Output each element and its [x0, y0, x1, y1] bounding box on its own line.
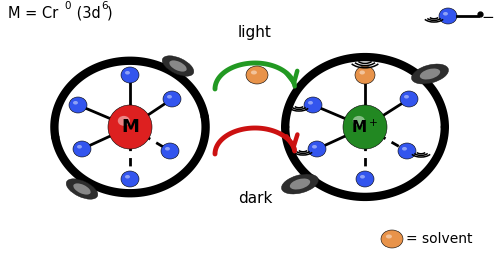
Ellipse shape: [162, 56, 194, 76]
Ellipse shape: [118, 116, 130, 126]
Ellipse shape: [170, 60, 186, 72]
Text: M: M: [121, 118, 139, 136]
Ellipse shape: [108, 105, 152, 149]
Ellipse shape: [443, 12, 448, 16]
Ellipse shape: [69, 97, 87, 113]
Ellipse shape: [420, 69, 440, 80]
Ellipse shape: [308, 141, 326, 157]
Ellipse shape: [125, 175, 130, 178]
Ellipse shape: [290, 178, 310, 190]
Ellipse shape: [360, 175, 365, 178]
Ellipse shape: [282, 174, 319, 194]
Text: M = Cr: M = Cr: [8, 6, 58, 21]
Ellipse shape: [167, 95, 172, 99]
Ellipse shape: [343, 105, 387, 149]
Ellipse shape: [246, 66, 268, 84]
Ellipse shape: [355, 66, 375, 84]
Ellipse shape: [77, 145, 82, 149]
Ellipse shape: [402, 147, 407, 150]
Ellipse shape: [360, 70, 365, 75]
Ellipse shape: [308, 101, 313, 105]
Text: −: −: [481, 10, 494, 25]
Ellipse shape: [121, 171, 139, 187]
Text: ): ): [107, 6, 112, 21]
Ellipse shape: [74, 183, 90, 195]
Text: = solvent: = solvent: [406, 232, 472, 246]
Ellipse shape: [404, 95, 409, 99]
Ellipse shape: [400, 91, 418, 107]
Text: 0: 0: [64, 1, 70, 11]
Ellipse shape: [251, 70, 257, 75]
Ellipse shape: [386, 234, 392, 239]
Ellipse shape: [165, 147, 170, 150]
Text: M$^+$: M$^+$: [352, 118, 378, 136]
Text: 6: 6: [101, 1, 107, 11]
Ellipse shape: [381, 230, 403, 248]
Ellipse shape: [73, 141, 91, 157]
Ellipse shape: [66, 179, 98, 199]
Text: light: light: [238, 25, 272, 40]
Ellipse shape: [304, 97, 322, 113]
Ellipse shape: [163, 91, 181, 107]
Ellipse shape: [439, 8, 457, 24]
Text: (3d: (3d: [72, 6, 101, 21]
Ellipse shape: [312, 145, 317, 149]
Ellipse shape: [412, 64, 449, 84]
Ellipse shape: [73, 101, 78, 105]
Ellipse shape: [125, 71, 130, 75]
Ellipse shape: [353, 116, 365, 126]
Ellipse shape: [356, 171, 374, 187]
Ellipse shape: [121, 67, 139, 83]
Ellipse shape: [161, 143, 179, 159]
Text: dark: dark: [238, 191, 272, 206]
Ellipse shape: [398, 143, 416, 159]
